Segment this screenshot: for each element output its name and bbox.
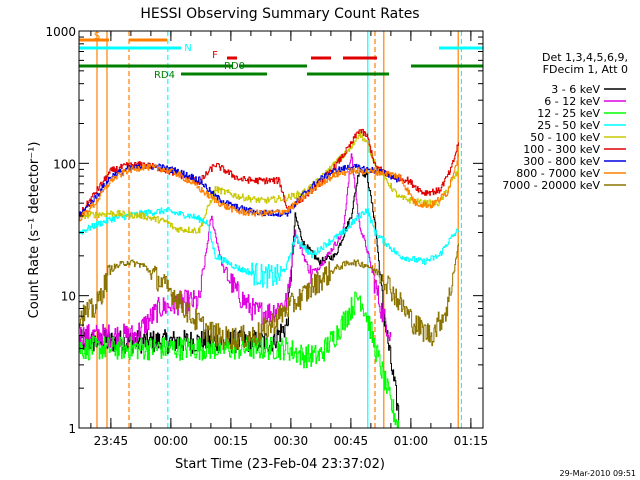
legend-label: 50 - 100 keV [530,131,600,144]
series-line-6-12kev [79,153,392,348]
legend-label: 100 - 300 keV [523,143,600,156]
flag-label-s: S [94,31,100,42]
plot-frame [78,30,484,429]
y-axis-label: Count Rate (s⁻¹ detector⁻¹) [27,142,42,319]
legend-label: 800 - 7000 keV [516,167,600,180]
flag-label-f: F [212,50,218,61]
x-tick-label: 00:45 [334,434,369,448]
legend-label: 6 - 12 keV [544,95,600,108]
x-tick-label: 00:30 [274,434,309,448]
legend-label: 12 - 25 keV [537,107,600,120]
y-tick-label: 1000 [45,25,76,39]
x-tick-label: 01:15 [454,434,489,448]
series-line-25-50kev [79,207,459,289]
series-line-12-25kev [79,291,400,428]
legend-label: 25 - 50 keV [537,119,600,132]
flag-label-n: N [184,43,191,54]
footer-timestamp: 29-Mar-2010 09:51 [560,469,637,478]
y-tick-label: 100 [53,157,76,171]
x-tick-label: 00:00 [154,434,189,448]
legend-label: 300 - 800 keV [523,155,600,168]
series-line-50-100kev [79,130,459,234]
series-line-300-800kev [79,163,400,219]
series-line-7000-20000kev [79,243,459,350]
series-line-100-300kev [79,128,459,219]
legend-header-line: FDecim 1, Att 0 [543,63,628,76]
y-tick-label: 1 [68,422,76,436]
x-axis-label: Start Time (23-Feb-04 23:37:02) [175,457,385,472]
legend-label: 3 - 6 keV [551,83,600,96]
legend-header-line: Det 1,3,4,5,6,9, [542,51,628,64]
chart-title: HESSI Observing Summary Count Rates [140,6,419,22]
flag-label-rd0: RD0 [224,61,245,72]
x-tick-label: 00:15 [214,434,249,448]
y-tick-label: 10 [61,290,76,304]
x-tick-label: 01:00 [394,434,429,448]
x-tick-label: 23:45 [94,434,129,448]
flag-label-rd4: RD4 [154,70,175,81]
series-line-800-7000kev [79,153,459,222]
legend-label: 7000 - 20000 keV [502,179,600,192]
